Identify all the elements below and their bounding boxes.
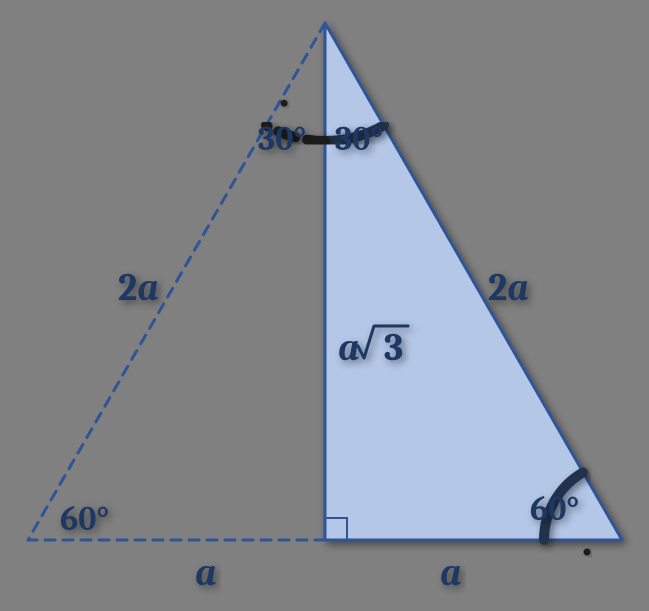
label-side-left-2a: 2a (118, 266, 159, 310)
label-angle-30-right: 30° (335, 119, 383, 159)
label-base-left-a: a (195, 551, 216, 595)
label-side-right-2a: 2a (488, 266, 529, 310)
svg-text:a: a (338, 326, 359, 370)
label-angle-60-left: 60° (60, 499, 109, 539)
arc-end-dot-top (281, 100, 288, 107)
dashed-hypotenuse-left (28, 23, 325, 540)
right-triangle (325, 23, 622, 540)
triangle-30-60-90-diagram: 30° 30° 60° 60° 2a 2a a 3 a a (0, 0, 649, 611)
svg-text:3: 3 (384, 326, 403, 370)
arc-end-dot-bottom (584, 549, 591, 556)
label-angle-60-right: 60° (530, 489, 579, 529)
label-angle-30-left: 30° (258, 119, 306, 159)
label-base-right-a: a (440, 551, 461, 595)
